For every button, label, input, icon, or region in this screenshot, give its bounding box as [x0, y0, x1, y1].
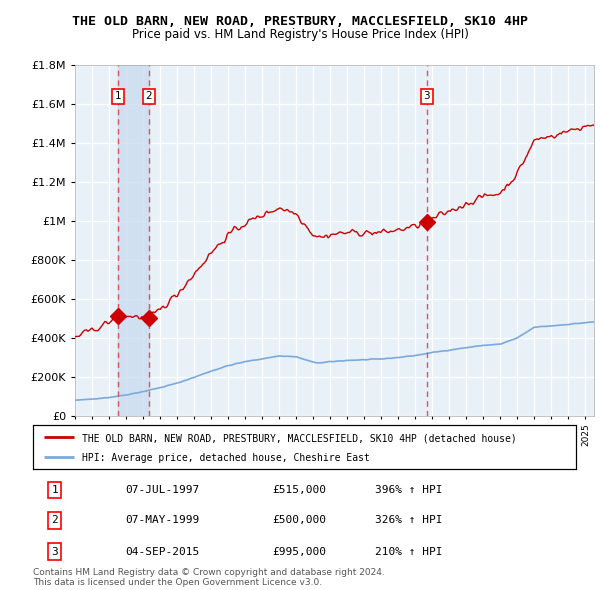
Text: Contains HM Land Registry data © Crown copyright and database right 2024.: Contains HM Land Registry data © Crown c… — [33, 568, 385, 577]
Text: THE OLD BARN, NEW ROAD, PRESTBURY, MACCLESFIELD, SK10 4HP (detached house): THE OLD BARN, NEW ROAD, PRESTBURY, MACCL… — [82, 433, 517, 443]
Text: 326% ↑ HPI: 326% ↑ HPI — [375, 516, 443, 526]
Text: 3: 3 — [52, 546, 58, 556]
Text: 07-MAY-1999: 07-MAY-1999 — [125, 516, 200, 526]
Text: £500,000: £500,000 — [272, 516, 326, 526]
Text: £995,000: £995,000 — [272, 546, 326, 556]
Text: Price paid vs. HM Land Registry's House Price Index (HPI): Price paid vs. HM Land Registry's House … — [131, 28, 469, 41]
Text: 2: 2 — [52, 516, 58, 526]
Text: 1: 1 — [115, 91, 122, 101]
Text: £515,000: £515,000 — [272, 486, 326, 495]
Bar — [118, 65, 149, 416]
Text: HPI: Average price, detached house, Cheshire East: HPI: Average price, detached house, Ches… — [82, 454, 370, 463]
Text: 210% ↑ HPI: 210% ↑ HPI — [375, 546, 443, 556]
Text: This data is licensed under the Open Government Licence v3.0.: This data is licensed under the Open Gov… — [33, 578, 322, 587]
Text: 3: 3 — [424, 91, 430, 101]
Text: 04-SEP-2015: 04-SEP-2015 — [125, 546, 200, 556]
Text: THE OLD BARN, NEW ROAD, PRESTBURY, MACCLESFIELD, SK10 4HP: THE OLD BARN, NEW ROAD, PRESTBURY, MACCL… — [72, 15, 528, 28]
Text: 07-JUL-1997: 07-JUL-1997 — [125, 486, 200, 495]
Text: 396% ↑ HPI: 396% ↑ HPI — [375, 486, 443, 495]
Text: 2: 2 — [146, 91, 152, 101]
Text: 1: 1 — [52, 486, 58, 495]
